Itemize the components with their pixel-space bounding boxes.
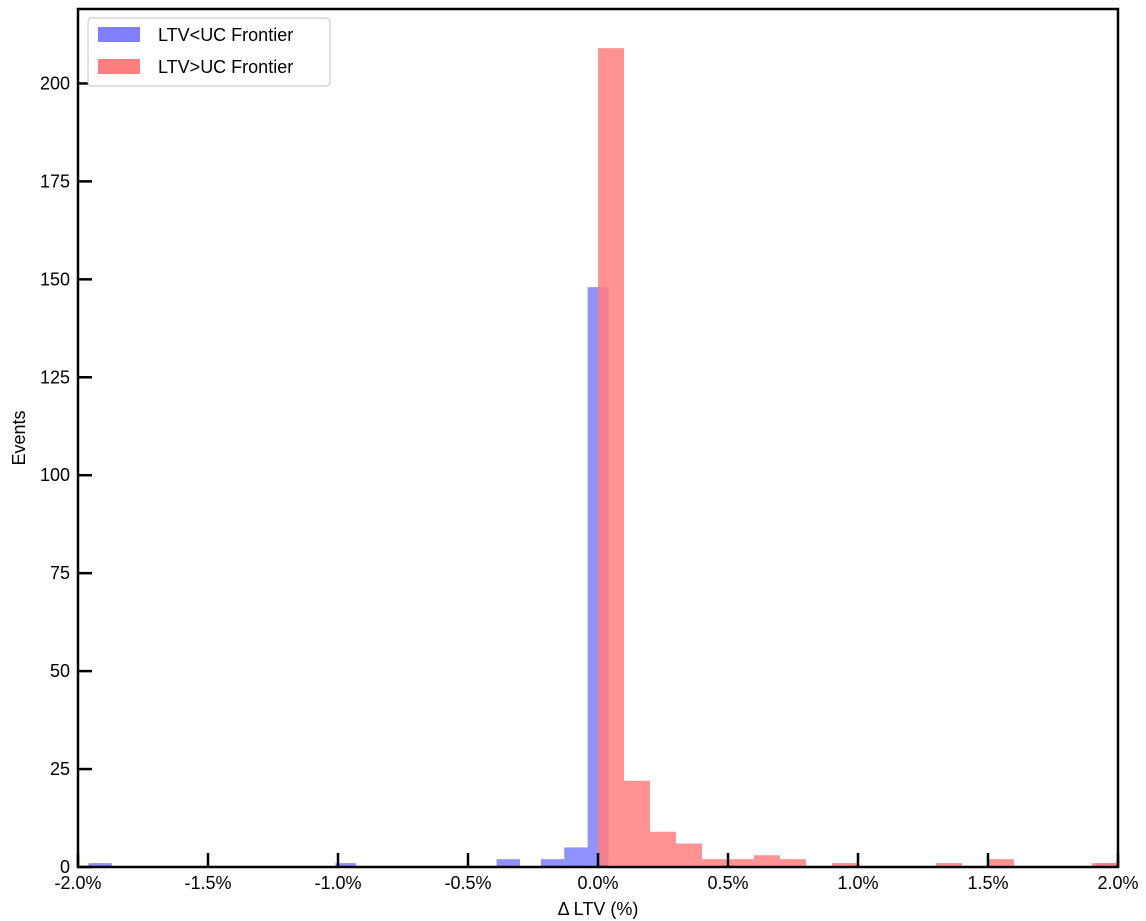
bar-series0-bin4 <box>564 847 588 867</box>
y-tick-label-2: 50 <box>50 661 70 681</box>
x-axis-label: Δ LTV (%) <box>558 899 639 919</box>
bar-series1-bin2 <box>650 831 676 867</box>
bar-series1-bin9 <box>936 863 962 867</box>
x-tick-label-7: 1.5% <box>967 873 1008 893</box>
bars-layer <box>88 48 1118 867</box>
y-tick-label-6: 150 <box>40 269 70 289</box>
legend-label-ltv-above: LTV>UC Frontier <box>158 57 293 77</box>
bar-series1-bin4 <box>702 859 728 867</box>
y-tick-label-8: 200 <box>40 73 70 93</box>
bar-series0-bin0 <box>88 863 112 867</box>
x-tick-label-2: -1.0% <box>314 873 361 893</box>
bar-series1-bin11 <box>1092 863 1118 867</box>
x-tick-label-3: -0.5% <box>444 873 491 893</box>
x-tick-label-4: 0.0% <box>577 873 618 893</box>
x-tick-label-1: -1.5% <box>184 873 231 893</box>
bar-series1-bin7 <box>780 859 806 867</box>
y-tick-label-0: 0 <box>60 857 70 877</box>
bar-series1-bin5 <box>728 859 754 867</box>
ticks-layer: -2.0% -1.5% -1.0% -0.5% 0.0% 0.5% 1.0% 1.5% 2.0%… <box>40 73 1139 893</box>
y-tick-label-7: 175 <box>40 171 70 191</box>
bar-series1-bin8 <box>832 863 858 867</box>
bar-series1-bin0 <box>598 48 624 867</box>
legend-label-ltv-below: LTV<UC Frontier <box>158 25 293 45</box>
bar-series0-bin3 <box>540 859 565 867</box>
bar-series1-bin3 <box>676 843 702 867</box>
y-tick-label-1: 25 <box>50 759 70 779</box>
y-tick-label-3: 75 <box>50 563 70 583</box>
bar-series0-bin2 <box>496 859 520 867</box>
legend-frame <box>87 17 331 87</box>
x-tick-label-5: 0.5% <box>707 873 748 893</box>
bar-series1-bin1 <box>624 780 650 867</box>
legend-swatch-ltv-above <box>98 59 140 74</box>
x-tick-label-0: -2.0% <box>54 873 101 893</box>
legend-swatch-ltv-below <box>98 27 140 42</box>
legend: LTV<UC Frontier LTV>UC Frontier <box>87 17 331 87</box>
x-tick-label-6: 1.0% <box>837 873 878 893</box>
x-tick-label-8: 2.0% <box>1097 873 1138 893</box>
y-axis-label: Events <box>9 410 29 465</box>
bar-series0-bin1 <box>335 863 357 867</box>
y-tick-label-4: 100 <box>40 465 70 485</box>
y-tick-label-5: 125 <box>40 367 70 387</box>
bar-series1-bin10 <box>988 859 1014 867</box>
bar-series1-bin6 <box>754 855 780 867</box>
